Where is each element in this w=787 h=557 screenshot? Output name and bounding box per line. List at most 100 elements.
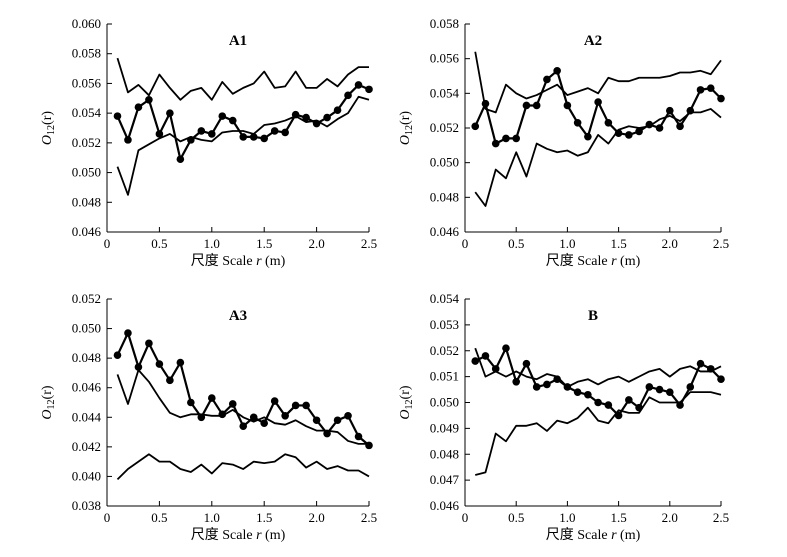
data-point — [532, 383, 541, 391]
data-point — [208, 394, 216, 402]
x-axis-label-unit: (m) — [617, 254, 641, 269]
y-axis-label-subscript: 12 — [46, 125, 57, 135]
data-point — [666, 388, 674, 396]
x-tick-label: 0 — [462, 510, 469, 525]
data-point — [155, 360, 164, 368]
data-point — [187, 398, 195, 407]
x-tick-label: 1.0 — [204, 236, 220, 251]
x-axis-label-en: Scale — [577, 254, 611, 269]
data-point — [625, 396, 633, 404]
y-axis-label-symbol: O — [398, 135, 413, 145]
y-tick-label: 0.052 — [72, 135, 101, 150]
data-point — [532, 101, 541, 110]
data-point — [113, 112, 122, 120]
y-tick-label: 0.048 — [430, 189, 459, 204]
y-tick-label: 0.056 — [430, 51, 460, 66]
x-axis-label-var: r — [611, 254, 617, 269]
y-axis-label-subscript: 12 — [46, 399, 57, 409]
y-tick-label: 0.051 — [430, 369, 459, 384]
data-point — [134, 103, 143, 111]
data-point — [113, 351, 122, 359]
data-point — [686, 383, 695, 391]
y-tick-label: 0.048 — [72, 194, 101, 209]
x-tick-label: 1.0 — [559, 236, 575, 251]
y-tick-label: 0.044 — [72, 409, 102, 424]
x-tick-label: 1.5 — [256, 510, 272, 525]
chart-panel-1: 0.046 0.048 0.050 0.052 0.054 0.056 0.058 0 0.5 1… — [398, 16, 729, 269]
data-point — [239, 133, 248, 141]
y-tick-label: 0.046 — [72, 224, 102, 239]
data-point — [645, 383, 654, 391]
y-axis-label: O12(r) — [40, 111, 57, 145]
data-point — [281, 128, 289, 137]
x-axis-label-var: r — [256, 254, 262, 269]
x-axis-label-var: r — [256, 528, 262, 543]
data-point — [512, 378, 520, 386]
data-point — [717, 375, 725, 384]
y-tick-label: 0.054 — [430, 85, 460, 100]
y-axis-label: O12(r) — [398, 385, 415, 419]
y-tick-label: 0.060 — [72, 16, 101, 31]
y-tick-label: 0.038 — [72, 498, 101, 513]
data-point — [543, 380, 551, 389]
data-point — [553, 67, 561, 75]
y-tick-label: 0.050 — [72, 165, 101, 180]
y-tick-label: 0.052 — [72, 291, 101, 306]
y-tick-label: 0.042 — [72, 439, 101, 454]
chart-panel-0: 0.046 0.048 0.050 0.052 0.054 0.056 0.058 0.060… — [40, 16, 377, 269]
x-tick-label: 1.5 — [610, 236, 626, 251]
series-line-2 — [116, 95, 370, 196]
x-axis-label: 尺度 Scale r (m) — [546, 253, 641, 269]
data-point — [584, 390, 592, 399]
x-axis-label-unit: (m) — [262, 254, 286, 269]
data-point — [573, 388, 582, 396]
data-point — [594, 98, 602, 106]
data-point — [249, 133, 258, 141]
x-tick-label: 2.5 — [361, 510, 377, 525]
data-point — [176, 155, 185, 163]
panel-title: A3 — [229, 308, 247, 324]
data-point — [134, 363, 143, 371]
data-point — [176, 358, 185, 367]
y-axis-label-symbol: O — [40, 135, 55, 145]
data-point — [145, 95, 153, 104]
x-tick-label: 0 — [104, 236, 111, 251]
x-axis-label-var: r — [611, 528, 617, 543]
series-line-1 — [116, 57, 369, 101]
data-point — [333, 106, 342, 114]
y-tick-label: 0.054 — [430, 291, 460, 306]
series-line-2 — [475, 391, 722, 476]
panel-title: A1 — [229, 33, 247, 49]
data-point — [543, 75, 551, 84]
x-tick-label: 1.0 — [559, 510, 575, 525]
y-tick-label: 0.052 — [430, 343, 459, 358]
data-point — [354, 432, 363, 441]
data-point — [302, 401, 310, 410]
data-point — [344, 412, 352, 420]
data-point — [625, 131, 633, 139]
data-point — [208, 130, 216, 138]
x-axis-label: 尺度 Scale r (m) — [191, 253, 286, 269]
x-axis-label-en: Scale — [577, 528, 611, 543]
series-line-2 — [474, 108, 722, 207]
series-line-0 — [116, 83, 370, 161]
data-point — [502, 344, 510, 352]
data-point — [522, 359, 531, 368]
data-point — [491, 139, 500, 148]
data-point — [249, 413, 258, 422]
data-point — [197, 127, 206, 135]
x-tick-label: 1.5 — [610, 510, 626, 525]
data-point — [676, 122, 684, 131]
y-axis-label-symbol: O — [40, 409, 55, 419]
y-tick-label: 0.040 — [72, 468, 101, 483]
data-point — [239, 422, 248, 430]
series-line-2 — [116, 453, 370, 481]
series-line-0 — [474, 69, 722, 145]
y-axis-label: O12(r) — [40, 385, 57, 419]
y-tick-label: 0.052 — [430, 120, 459, 135]
x-axis-label-cn: 尺度 — [546, 253, 578, 269]
data-point — [471, 357, 480, 365]
y-tick-label: 0.053 — [430, 317, 459, 332]
